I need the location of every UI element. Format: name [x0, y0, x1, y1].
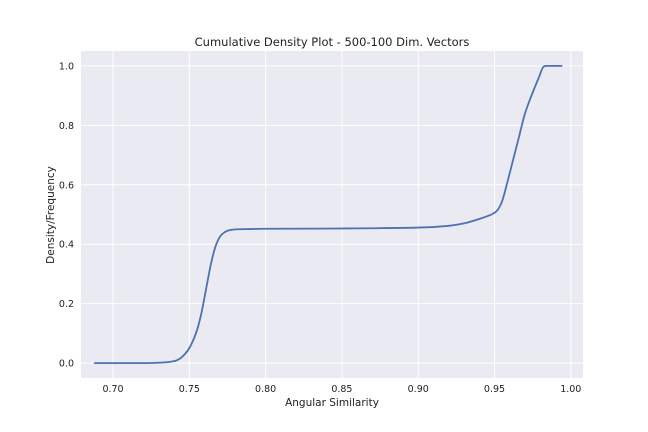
y-tick-label: 1.0	[59, 61, 74, 72]
x-tick-label: 0.90	[408, 384, 429, 395]
x-tick-label: 0.85	[331, 384, 352, 395]
x-tick-label: 0.75	[179, 384, 200, 395]
y-axis-label: Density/Frequency	[45, 166, 57, 264]
x-tick-label: 0.80	[255, 384, 276, 395]
chart-title: Cumulative Density Plot - 500-100 Dim. V…	[195, 35, 470, 49]
y-tick-labels: 0.0 0.2 0.4 0.6 0.8 1.0	[59, 61, 74, 369]
x-tick-labels: 0.70 0.75 0.80 0.85 0.90 0.95 1.00	[102, 384, 581, 395]
y-tick-label: 0.0	[59, 359, 74, 370]
y-tick-label: 0.8	[59, 121, 74, 132]
y-tick-label: 0.6	[59, 180, 74, 191]
grid	[81, 51, 583, 378]
series-line	[93, 64, 563, 365]
y-tick-label: 0.2	[59, 299, 74, 310]
y-tick-label: 0.4	[59, 240, 74, 251]
plot-background	[81, 51, 583, 378]
x-axis-label: Angular Similarity	[285, 397, 379, 409]
x-tick-label: 0.70	[102, 384, 123, 395]
x-tick-label: 1.00	[560, 384, 581, 395]
x-tick-label: 0.95	[484, 384, 505, 395]
series-layer	[93, 64, 563, 365]
